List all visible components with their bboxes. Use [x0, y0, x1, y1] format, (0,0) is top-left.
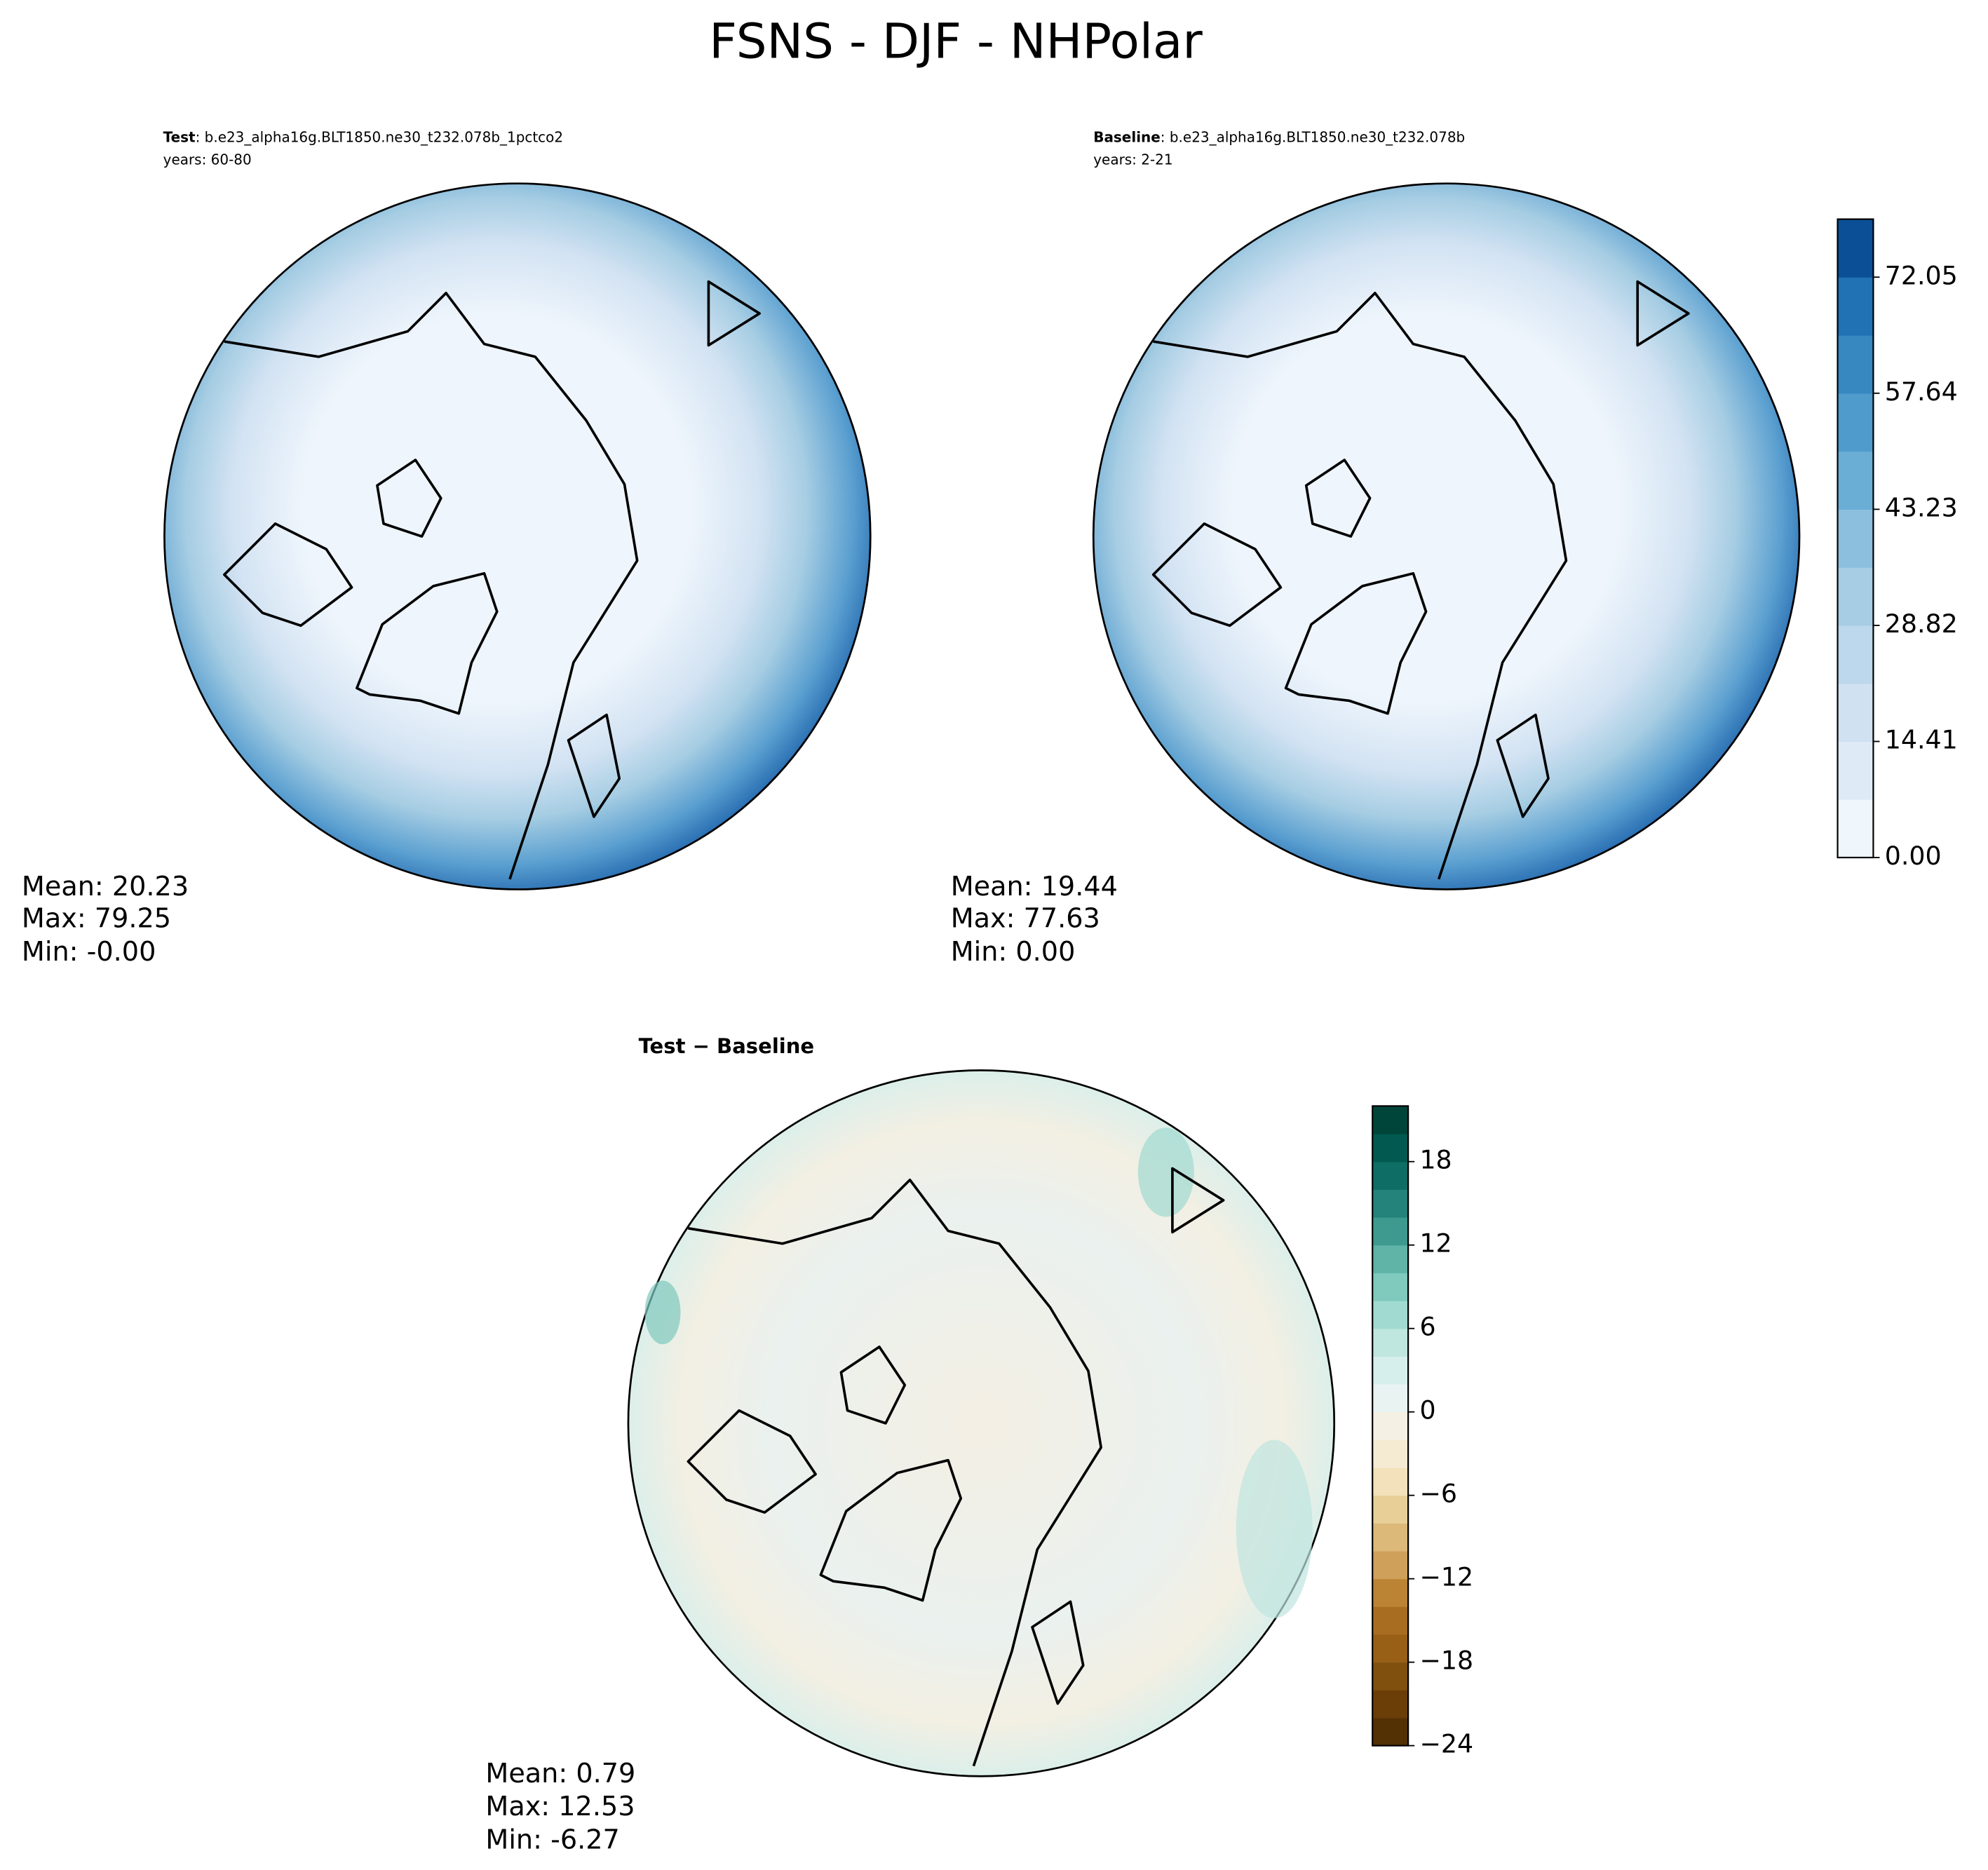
colorbar-band: [1372, 1717, 1409, 1747]
colorbar-band: [1837, 567, 1874, 626]
colorbar-band: [1837, 219, 1874, 278]
colorbar-tick-label: 18: [1419, 1145, 1452, 1175]
colorbar-band: [1837, 393, 1874, 452]
stat: Mean: 19.44: [951, 871, 1118, 902]
colorbar-frame: [1837, 218, 1874, 859]
colorbar-band: [1372, 1468, 1409, 1496]
stat: Min: -6.27: [485, 1824, 619, 1855]
colorbar-frame: [1372, 1105, 1409, 1747]
map-patch: [1137, 1127, 1194, 1217]
colorbar-band: [1372, 1161, 1409, 1190]
colorbar-band: [1372, 1134, 1409, 1163]
colorbar-tick-label: 6: [1419, 1312, 1435, 1342]
panel-diff: Test − Baseline Mean: 0.79 Max: 12.53 Mi…: [485, 1034, 1336, 1855]
case-label: Baseline: [1093, 128, 1161, 145]
map: [627, 1069, 1336, 1777]
colorbar-tick-label: 72.05: [1885, 260, 1958, 290]
colorbar-band: [1372, 1273, 1409, 1301]
stat: Max: 12.53: [485, 1791, 635, 1822]
colorbar-band: [1837, 683, 1874, 743]
colorbar-tick-label: −18: [1419, 1646, 1473, 1676]
stat: Mean: 20.23: [22, 871, 189, 902]
colorbar-tick-label: 12: [1419, 1228, 1452, 1259]
map-patch: [1236, 1439, 1313, 1618]
colorbar-band: [1372, 1245, 1409, 1273]
colorbar-band: [1372, 1523, 1409, 1552]
colorbar-band: [1372, 1301, 1409, 1329]
colorbar-band: [1372, 1328, 1409, 1357]
colorbar-band: [1372, 1662, 1409, 1691]
colorbar-tick-label: 0.00: [1885, 841, 1942, 871]
colorbar-band: [1372, 1690, 1409, 1719]
colorbar-band: [1837, 509, 1874, 568]
stat: Mean: 0.79: [485, 1758, 635, 1789]
colorbar-band: [1837, 799, 1874, 858]
colorbar-band: [1372, 1578, 1409, 1607]
case-name: : b.e23_alpha16g.BLT1850.ne30_t232.078b_…: [196, 128, 564, 145]
colorbar-band: [1837, 335, 1874, 394]
map: [163, 182, 872, 890]
colorbar-band: [1372, 1634, 1409, 1663]
colorbar-band: [1372, 1384, 1409, 1413]
colorbar-band: [1837, 625, 1874, 684]
figure-title: FSNS - DJF - NHPolar: [709, 14, 1203, 70]
stat: Max: 79.25: [22, 903, 171, 934]
case-name: : b.e23_alpha16g.BLT1850.ne30_t232.078b: [1161, 128, 1465, 145]
colorbar-band: [1372, 1495, 1409, 1524]
colorbar-tick-label: 43.23: [1885, 492, 1958, 522]
colorbar-tick-label: 14.41: [1885, 724, 1958, 754]
colorbar-band: [1372, 1106, 1409, 1134]
colorbar-band: [1372, 1189, 1409, 1218]
years: years: 2-21: [1093, 151, 1172, 168]
colorbar-band: [1837, 277, 1874, 336]
panel-test: Test: b.e23_alpha16g.BLT1850.ne30_t232.0…: [22, 128, 872, 967]
colorbar-tick-label: −6: [1419, 1479, 1457, 1509]
colorbar-tick-label: 28.82: [1885, 609, 1958, 639]
panel-subtitle: Baseline: b.e23_alpha16g.BLT1850.ne30_t2…: [1093, 128, 1465, 145]
panel-baseline: Baseline: b.e23_alpha16g.BLT1850.ne30_t2…: [951, 128, 1801, 967]
colorbar-band: [1837, 741, 1874, 800]
colorbar-band: [1372, 1356, 1409, 1385]
panel-title: Test − Baseline: [639, 1034, 815, 1058]
panel-subtitle: Test: b.e23_alpha16g.BLT1850.ne30_t232.0…: [163, 128, 563, 145]
colorbar-tick-label: 57.64: [1885, 377, 1958, 407]
stat: Max: 77.63: [951, 903, 1100, 934]
colorbar-band: [1372, 1606, 1409, 1635]
colorbar-band: [1372, 1550, 1409, 1580]
years: years: 60-80: [163, 151, 252, 168]
map-patch: [644, 1280, 681, 1345]
colorbar-band: [1372, 1217, 1409, 1246]
map: [1092, 182, 1801, 890]
colorbar-tick-label: −24: [1419, 1729, 1473, 1759]
colorbar-tick-label: 0: [1419, 1395, 1435, 1425]
colorbar-band: [1372, 1439, 1409, 1468]
colorbar-tick-label: −12: [1419, 1562, 1473, 1592]
stat: Min: 0.00: [951, 936, 1076, 967]
colorbar-band: [1372, 1411, 1409, 1440]
case-label: Test: [163, 128, 196, 145]
stat: Min: -0.00: [22, 936, 156, 967]
colorbar-band: [1837, 451, 1874, 510]
